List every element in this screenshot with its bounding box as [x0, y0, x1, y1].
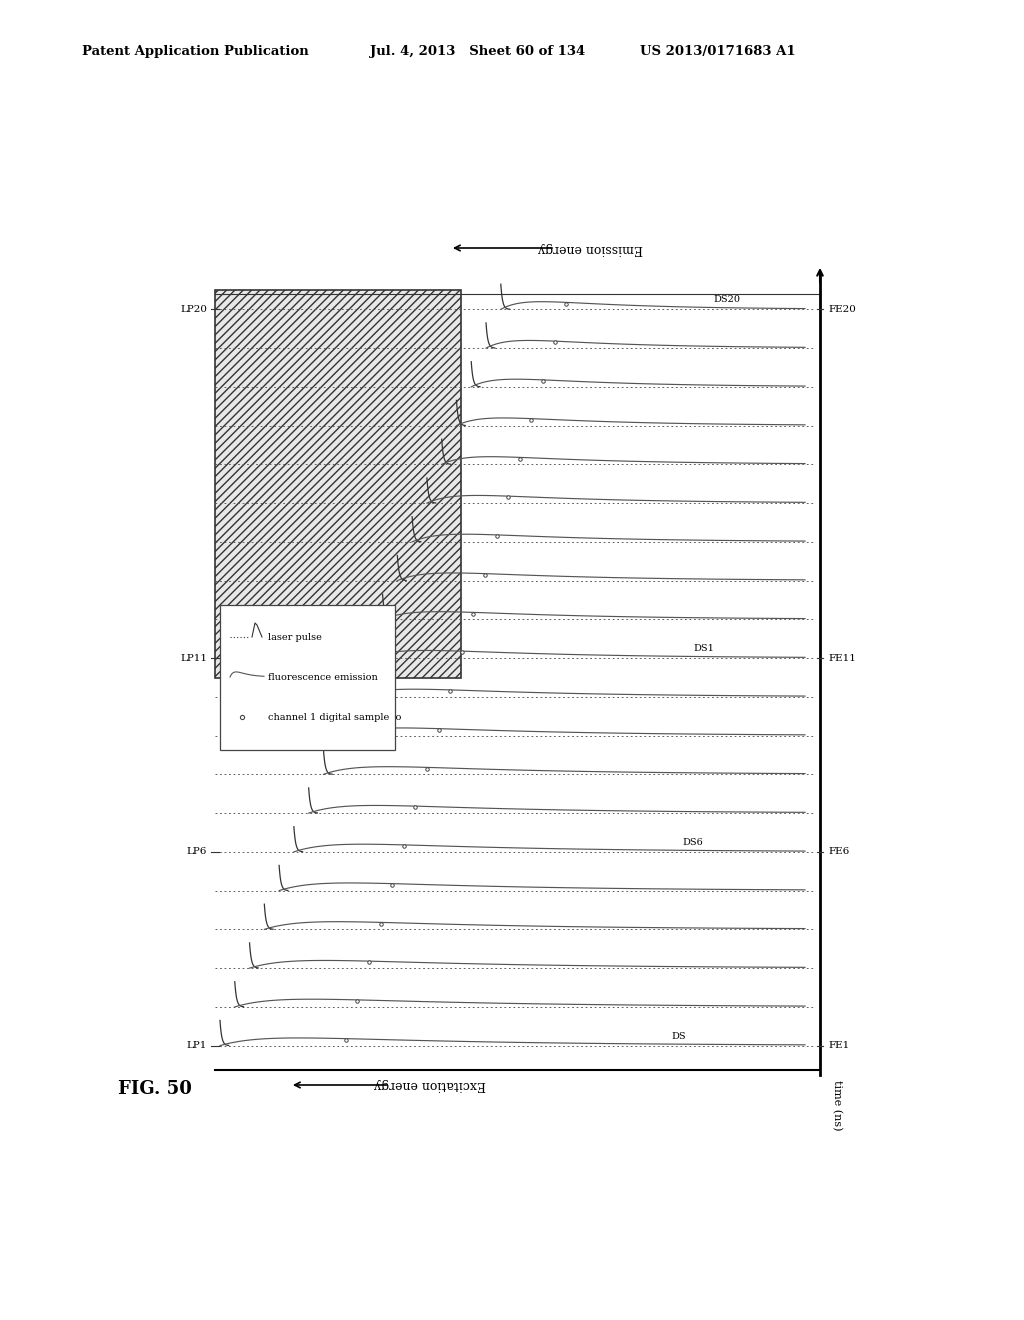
Text: Patent Application Publication: Patent Application Publication: [82, 45, 309, 58]
Text: FE11: FE11: [828, 653, 856, 663]
Text: DS6: DS6: [682, 838, 703, 847]
Text: LP6: LP6: [186, 847, 207, 857]
Text: FIG. 50: FIG. 50: [118, 1080, 191, 1098]
Text: US 2013/0171683 A1: US 2013/0171683 A1: [640, 45, 796, 58]
Text: laser pulse: laser pulse: [268, 632, 322, 642]
Text: FE20: FE20: [828, 305, 856, 314]
Text: DS: DS: [672, 1032, 686, 1040]
Text: DS20: DS20: [714, 296, 740, 305]
Text: LP1: LP1: [186, 1041, 207, 1051]
Text: FE6: FE6: [828, 847, 849, 857]
Text: channel 1 digital sample  o: channel 1 digital sample o: [268, 713, 401, 722]
Text: FE1: FE1: [828, 1041, 849, 1051]
Text: Jul. 4, 2013   Sheet 60 of 134: Jul. 4, 2013 Sheet 60 of 134: [370, 45, 586, 58]
Text: time (ns): time (ns): [831, 1080, 843, 1130]
Text: LP20: LP20: [180, 305, 207, 314]
Text: fluorescence emission: fluorescence emission: [268, 672, 378, 681]
Bar: [220, 605, 395, 750]
Text: Excitation energy: Excitation energy: [374, 1078, 486, 1092]
Text: LP11: LP11: [180, 653, 207, 663]
Bar: [215, 290, 461, 677]
Text: DS1: DS1: [693, 644, 715, 653]
Text: Emission energy: Emission energy: [538, 242, 643, 255]
